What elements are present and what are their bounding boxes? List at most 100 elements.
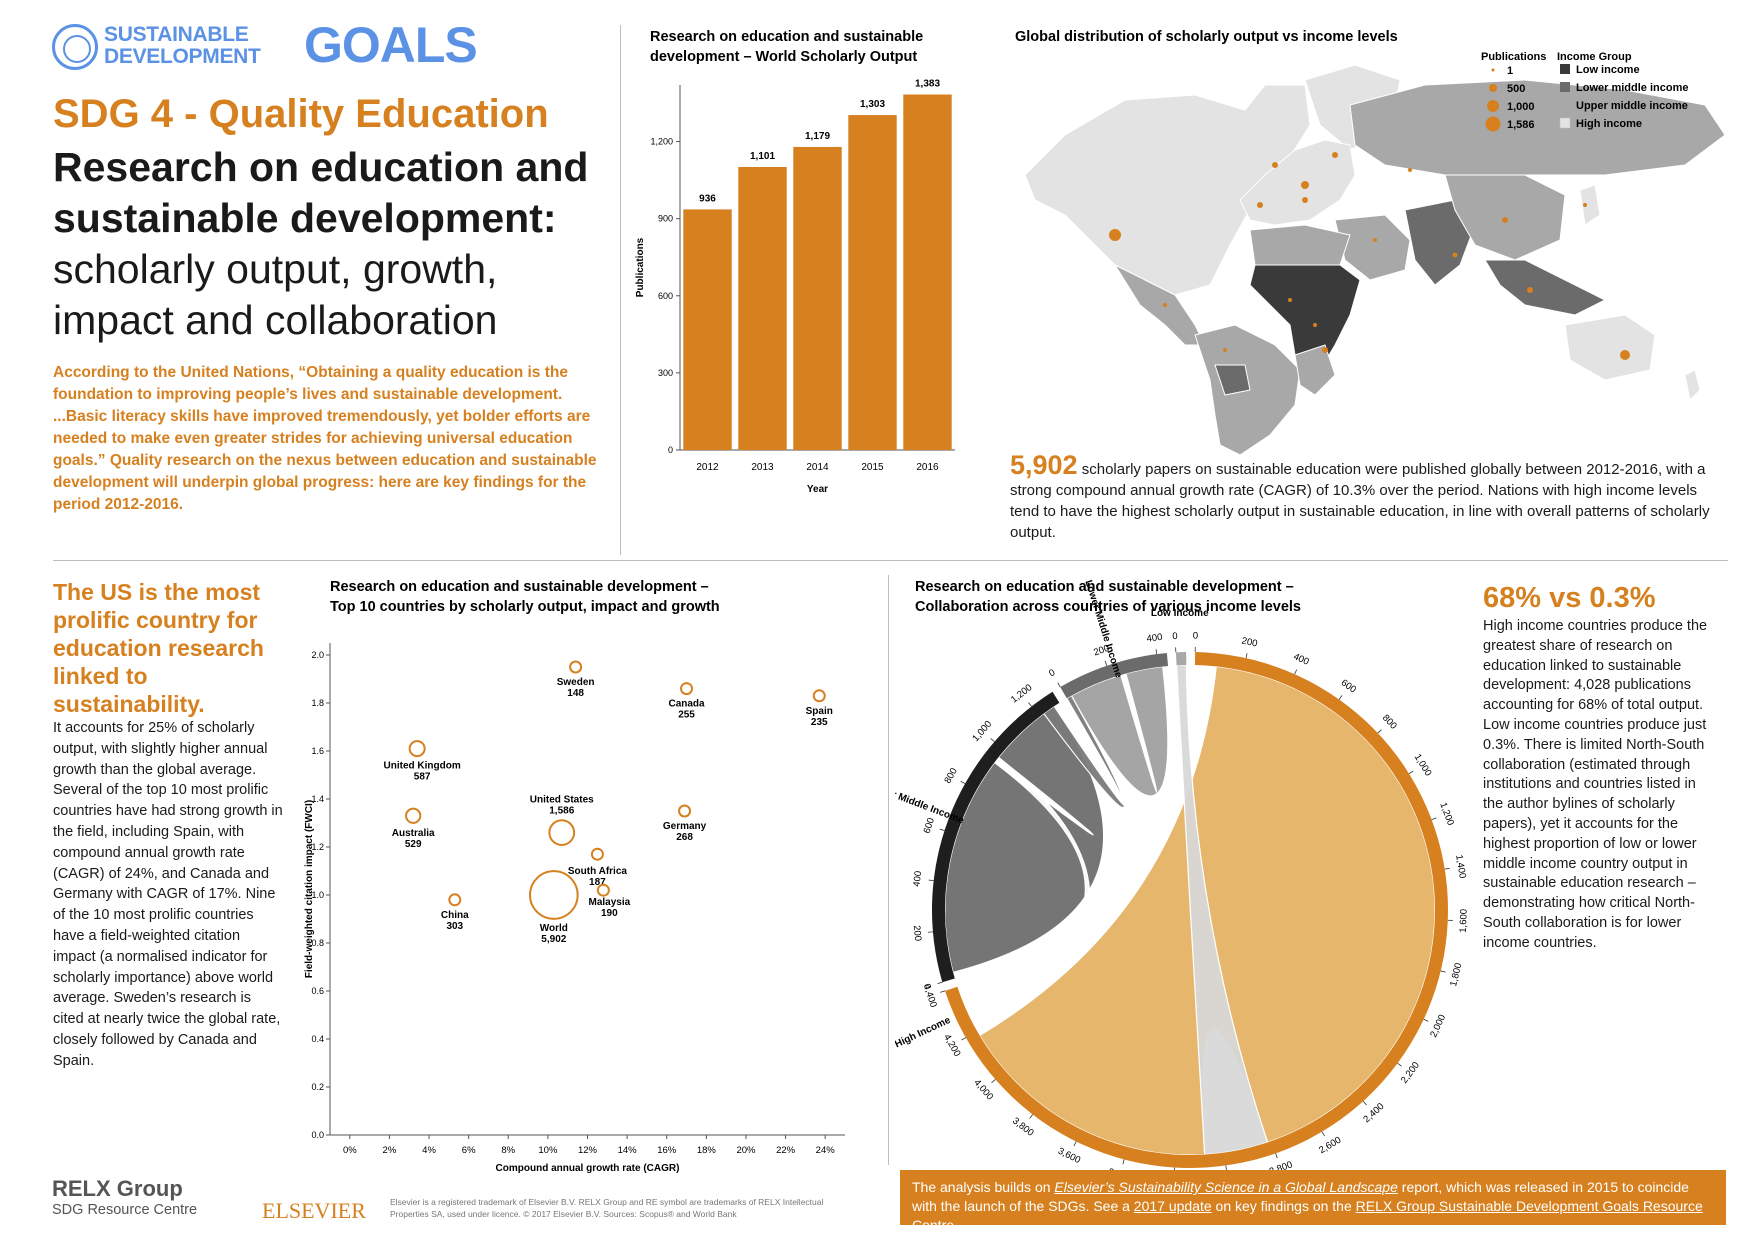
- scatter-point-size-label: 190: [601, 908, 618, 919]
- scatter-point-canada: [680, 682, 694, 696]
- chord-tick-label: 3,800: [1010, 1116, 1036, 1139]
- scatter-point-germany: [678, 804, 692, 818]
- scatter-x-tick-label: 14%: [618, 1145, 638, 1156]
- scatter-point-name: Sweden: [557, 677, 595, 688]
- bar-value-label: 1,303: [860, 99, 885, 110]
- scatter-point-australia: [405, 807, 422, 824]
- scatter-y-tick-label: 1.6: [311, 746, 324, 756]
- bar-chart-title-line2: development – World Scholarly Output: [650, 49, 917, 65]
- scatter-point-size-label: 303: [446, 921, 463, 932]
- chord-tick: [937, 981, 943, 984]
- scatter-point-united-states: [548, 819, 576, 846]
- scatter-y-tick-label: 0.8: [311, 938, 324, 948]
- bar-value-label: 1,101: [750, 151, 775, 162]
- chord-tick: [928, 879, 934, 882]
- map-dot-mexico: [1163, 303, 1167, 307]
- scatter-y-tick-label: 1.2: [311, 842, 324, 852]
- chord-tick: [1444, 867, 1450, 870]
- legend-pub-1: 1: [1507, 65, 1513, 77]
- divider-vertical-top: [620, 25, 621, 555]
- map-dot-turkey: [1373, 238, 1377, 242]
- chord-tick: [1397, 1062, 1402, 1067]
- chord-tick: [960, 780, 966, 785]
- footer-link-resource-centre[interactable]: RELX Group Sustainable Development Goals…: [912, 1198, 1703, 1233]
- scatter-x-tick-label: 18%: [697, 1145, 717, 1156]
- map-dot-kenya: [1313, 323, 1317, 327]
- share-heading: 68% vs 0.3%: [1483, 582, 1656, 614]
- chord-tick-label: 200: [911, 925, 923, 942]
- bar-value-label: 936: [699, 193, 716, 204]
- logo-goals: GOALS: [304, 17, 478, 73]
- scatter-y-tick-label: 0.4: [311, 1034, 324, 1044]
- stat-number: 5,902: [1010, 450, 1078, 480]
- goal-title: SDG 4 - Quality Education: [53, 92, 549, 136]
- scatter-point-name: Spain: [806, 706, 833, 717]
- chord-tick: [1431, 817, 1437, 820]
- scatter-x-tick-label: 10%: [538, 1145, 558, 1156]
- scatter-point-name: United Kingdom: [384, 761, 461, 772]
- chord-tick: [991, 1079, 996, 1083]
- footer-text-3: on key findings on the: [1211, 1198, 1356, 1214]
- scatter-point-size-label: 255: [678, 710, 695, 721]
- scatter-point-size-label: 148: [567, 688, 584, 699]
- scatter-x-tick-label: 12%: [578, 1145, 598, 1156]
- map-region-north-africa: [1249, 224, 1351, 271]
- footer-link-report[interactable]: Elsevier’s Sustainability Science in a G…: [1054, 1179, 1398, 1195]
- chord-arc-low-income: [1175, 652, 1187, 666]
- chord-tick-label: 4,000: [971, 1077, 995, 1102]
- us-heading: The US is the most prolific country for …: [53, 579, 264, 717]
- chord-tick-label: 1,200: [1437, 801, 1456, 827]
- map-region-australia: [1564, 314, 1656, 381]
- legend-swatch-upper-middle: [1560, 100, 1570, 110]
- bar-category-label: 2013: [751, 462, 774, 473]
- elsevier-logo: ELSEVIER: [262, 1198, 366, 1223]
- scatter-chart: Research on education and sustainable de…: [304, 579, 845, 1174]
- legend-income-high: High income: [1576, 118, 1642, 130]
- chord-tick-label: 1,200: [1009, 682, 1035, 705]
- chord-tick-label: 600: [1339, 677, 1358, 695]
- chord-tick: [1440, 970, 1446, 973]
- divider-horizontal: [53, 560, 1728, 561]
- bar-y-axis-label: Publications: [635, 237, 646, 297]
- share-body: High income countries produce the greate…: [1483, 618, 1708, 951]
- scatter-point-size-label: 1,586: [549, 806, 574, 817]
- chord-tick-label: 2,800: [1268, 1159, 1294, 1170]
- map-dot-australia: [1620, 350, 1630, 360]
- footer-link-update[interactable]: 2017 update: [1133, 1198, 1212, 1214]
- relx-name: RELX Group: [52, 1176, 183, 1201]
- scatter-point-united-kingdom: [408, 740, 426, 758]
- ribbon-upper-upper: [944, 705, 1105, 974]
- chord-tick: [1155, 649, 1158, 655]
- sdg-logo: SUSTAINABLE DEVELOPMENT GOALS: [52, 20, 478, 72]
- bar-2015: [848, 115, 897, 450]
- chord-arc-lower-middle-income: [1060, 653, 1169, 699]
- map-region-europe: [1239, 139, 1356, 226]
- legend-income-title: Income Group: [1557, 51, 1632, 63]
- map-dot-nigeria: [1288, 298, 1292, 302]
- scatter-title-line2: Top 10 countries by scholarly output, im…: [330, 599, 720, 615]
- chord-tick-label: 2,600: [1317, 1135, 1343, 1157]
- chord-tick-label: 3,600: [1056, 1146, 1082, 1166]
- bar-2013: [738, 166, 787, 451]
- main-title: Research on education and sustainable de…: [53, 144, 589, 241]
- chord-tick-label: 1,800: [1448, 962, 1464, 988]
- chord-title-line1: Research on education and sustainable de…: [915, 579, 1294, 595]
- scatter-point-world: [529, 870, 579, 920]
- bar-y-tick-label: 0: [668, 445, 673, 455]
- scatter-point-name: World: [540, 923, 568, 934]
- scatter-point-size-label: 268: [676, 832, 693, 843]
- bar-value-label: 1,383: [915, 79, 940, 90]
- chord-tick-label: 1,400: [1453, 854, 1468, 879]
- scatter-x-tick-label: 16%: [657, 1145, 677, 1156]
- chord-tick: [1122, 1159, 1125, 1165]
- map-title: Global distribution of scholarly output …: [1015, 29, 1398, 45]
- map-dot-brazil: [1223, 348, 1227, 352]
- map-dot-malaysia: [1527, 287, 1533, 293]
- bar-y-tick-label: 900: [658, 214, 673, 224]
- intro-text: According to the United Nations, “Obtain…: [53, 364, 597, 513]
- legend-swatch-low: [1560, 64, 1570, 74]
- chord-tick: [1275, 1153, 1278, 1159]
- relx-logo: RELX Group SDG Resource Centre: [52, 1176, 197, 1218]
- stat-text: scholarly papers on sustainable educatio…: [1010, 461, 1710, 541]
- chord-tick-label: 1,000: [970, 719, 994, 744]
